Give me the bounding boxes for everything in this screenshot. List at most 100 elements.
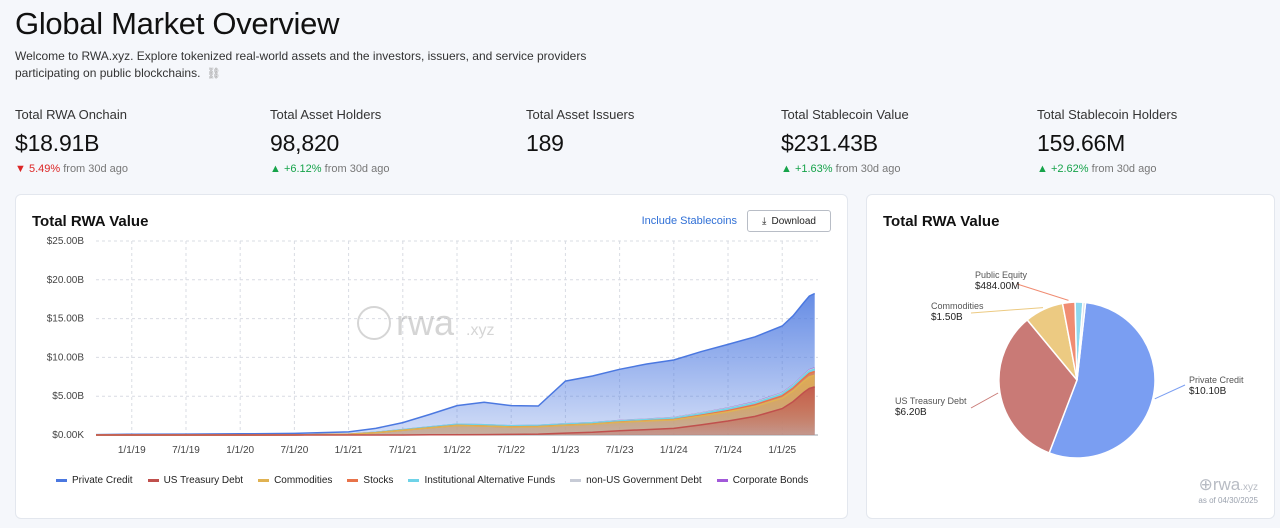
rwa-watermark: rwa .xyz xyxy=(357,302,494,343)
stat-total-rwa-onchain: Total RWA Onchain $18.91B ▼ 5.49% from 3… xyxy=(15,107,255,175)
globe-icon: ⊕ xyxy=(1198,475,1213,494)
callout-name: US Treasury Debt xyxy=(895,396,967,406)
legend-label: US Treasury Debt xyxy=(163,475,244,486)
stat-change: ▲ +1.63% from 30d ago xyxy=(781,163,1021,175)
area-chart: $0.00K $5.00B $10.00B $15.00B $20.00B $25.00B… xyxy=(47,236,818,456)
legend-label: Commodities xyxy=(274,475,333,486)
arrow-down-icon: ▼ xyxy=(15,163,26,175)
stat-change-suffix: from 30d ago xyxy=(1091,163,1157,175)
callout-line xyxy=(970,307,1044,314)
legend-item[interactable]: US Treasury Debt xyxy=(147,475,244,486)
x-tick-label: 1/1/23 xyxy=(552,445,580,456)
download-icon: ⤓ xyxy=(762,215,767,227)
page-title: Global Market Overview xyxy=(15,6,340,41)
stat-total-stablecoin-holders: Total Stablecoin Holders 159.66M ▲ +2.62… xyxy=(1037,107,1277,175)
stat-total-asset-issuers: Total Asset Issuers 189 xyxy=(526,107,766,157)
y-tick-label: $15.00B xyxy=(47,314,85,325)
callout-value: $10.10B xyxy=(1189,386,1227,397)
x-tick-label: 7/1/22 xyxy=(497,445,525,456)
pie-slice[interactable] xyxy=(1048,301,1156,459)
stat-change: ▼ 5.49% from 30d ago xyxy=(15,163,255,175)
y-tick-label: $5.00B xyxy=(52,391,84,402)
stat-change-value: +2.62% xyxy=(1050,163,1089,175)
legend-item[interactable]: Commodities xyxy=(258,475,332,486)
legend-swatch xyxy=(258,479,270,482)
legend-swatch xyxy=(408,479,420,482)
callout-value: $1.50B xyxy=(931,312,963,323)
callout-line xyxy=(970,392,999,409)
x-tick-label: 7/1/20 xyxy=(280,445,308,456)
stat-value: $18.91B xyxy=(15,130,100,156)
y-tick-label: $10.00B xyxy=(47,352,85,363)
area-series[interactable] xyxy=(96,386,815,435)
watermark-suffix: .xyz xyxy=(466,322,494,339)
area-chart-legend: Private Credit US Treasury Debt Commoditie… xyxy=(56,475,808,486)
callout-value: $6.20B xyxy=(895,407,927,418)
arrow-up-icon: ▲ xyxy=(270,163,281,175)
callout-value: $484.00M xyxy=(975,281,1019,292)
callout-name: Public Equity xyxy=(975,270,1028,280)
stat-label: Total RWA Onchain xyxy=(15,107,127,122)
legend-item[interactable]: Stocks xyxy=(347,475,393,486)
stat-label: Total Stablecoin Value xyxy=(781,107,909,122)
pie-chart: Private Credit$10.10B US Treasury Debt$6.… xyxy=(895,270,1244,459)
stat-change: ▲ +2.62% from 30d ago xyxy=(1037,163,1277,175)
globe-icon xyxy=(357,306,391,340)
stat-change: ▲ +6.12% from 30d ago xyxy=(270,163,510,175)
stat-value: 189 xyxy=(526,130,564,156)
pie-chart-card: Total RWA Value Private Credit $10.10B US … xyxy=(866,194,1275,519)
legend-swatch xyxy=(147,479,159,482)
x-tick-label: 7/1/21 xyxy=(389,445,417,456)
include-stablecoins-toggle[interactable]: Include Stablecoins xyxy=(641,215,737,227)
x-tick-label: 1/1/25 xyxy=(768,445,796,456)
stat-change-suffix: from 30d ago xyxy=(324,163,390,175)
y-tick-label: $0.00K xyxy=(52,430,84,441)
pie-slice[interactable] xyxy=(1076,301,1087,381)
stat-label: Total Asset Holders xyxy=(270,107,382,122)
legend-label: Private Credit xyxy=(72,475,133,486)
area-chart-card: Total RWA Value Include Stablecoins ⤓ Do… xyxy=(15,194,848,519)
stat-total-asset-holders: Total Asset Holders 98,820 ▲ +6.12% from… xyxy=(270,107,510,175)
legend-item[interactable]: Corporate Bonds xyxy=(716,475,809,486)
logo-suffix: .xyz xyxy=(1240,482,1258,493)
legend-swatch xyxy=(716,479,728,482)
stat-change-value: +1.63% xyxy=(794,163,833,175)
watermark-text: rwa xyxy=(396,302,455,343)
intro-text-body: Welcome to RWA.xyz. Explore tokenized re… xyxy=(15,49,587,80)
stat-label: Total Stablecoin Holders xyxy=(1037,107,1178,122)
arrow-up-icon: ▲ xyxy=(1037,163,1048,175)
x-tick-label: 7/1/19 xyxy=(172,445,200,456)
area-series[interactable] xyxy=(96,293,815,436)
x-tick-label: 1/1/21 xyxy=(335,445,363,456)
legend-item[interactable]: non-US Government Debt xyxy=(570,475,702,486)
pie-chart-title: Total RWA Value xyxy=(883,213,1000,230)
legend-label: Stocks xyxy=(363,475,394,486)
y-tick-label: $25.00B xyxy=(47,236,85,247)
legend-label: Corporate Bonds xyxy=(732,475,809,486)
rwa-logo: ⊕rwa.xyz as of 04/30/2025 xyxy=(1198,475,1258,505)
legend-item[interactable]: Institutional Alternative Funds xyxy=(408,475,555,486)
area-chart-title: Total RWA Value xyxy=(32,213,149,230)
legend-swatch xyxy=(570,479,582,482)
chain-link-icon[interactable]: ⛓ xyxy=(206,68,221,80)
x-tick-label: 1/1/24 xyxy=(660,445,688,456)
legend-label: non-US Government Debt xyxy=(586,475,702,486)
x-tick-label: 1/1/19 xyxy=(118,445,146,456)
download-label: Download xyxy=(771,215,816,227)
intro-text: Welcome to RWA.xyz. Explore tokenized re… xyxy=(15,48,615,83)
legend-label: Institutional Alternative Funds xyxy=(424,475,556,486)
x-tick-label: 7/1/23 xyxy=(606,445,634,456)
stat-change-suffix: from 30d ago xyxy=(63,163,129,175)
download-button[interactable]: ⤓ Download xyxy=(747,210,831,232)
stat-value: 98,820 xyxy=(270,130,340,156)
legend-swatch xyxy=(347,479,359,482)
stat-total-stablecoin-value: Total Stablecoin Value $231.43B ▲ +1.63%… xyxy=(781,107,1021,175)
series-line xyxy=(95,292,816,436)
pie-slice[interactable] xyxy=(998,318,1078,454)
x-tick-label: 1/1/20 xyxy=(226,445,254,456)
stat-value: $231.43B xyxy=(781,130,878,156)
callout-name: Commodities xyxy=(931,301,984,311)
legend-item[interactable]: Private Credit xyxy=(56,475,133,486)
callout-name: Private Credit xyxy=(1189,375,1244,385)
legend-swatch xyxy=(56,479,67,482)
